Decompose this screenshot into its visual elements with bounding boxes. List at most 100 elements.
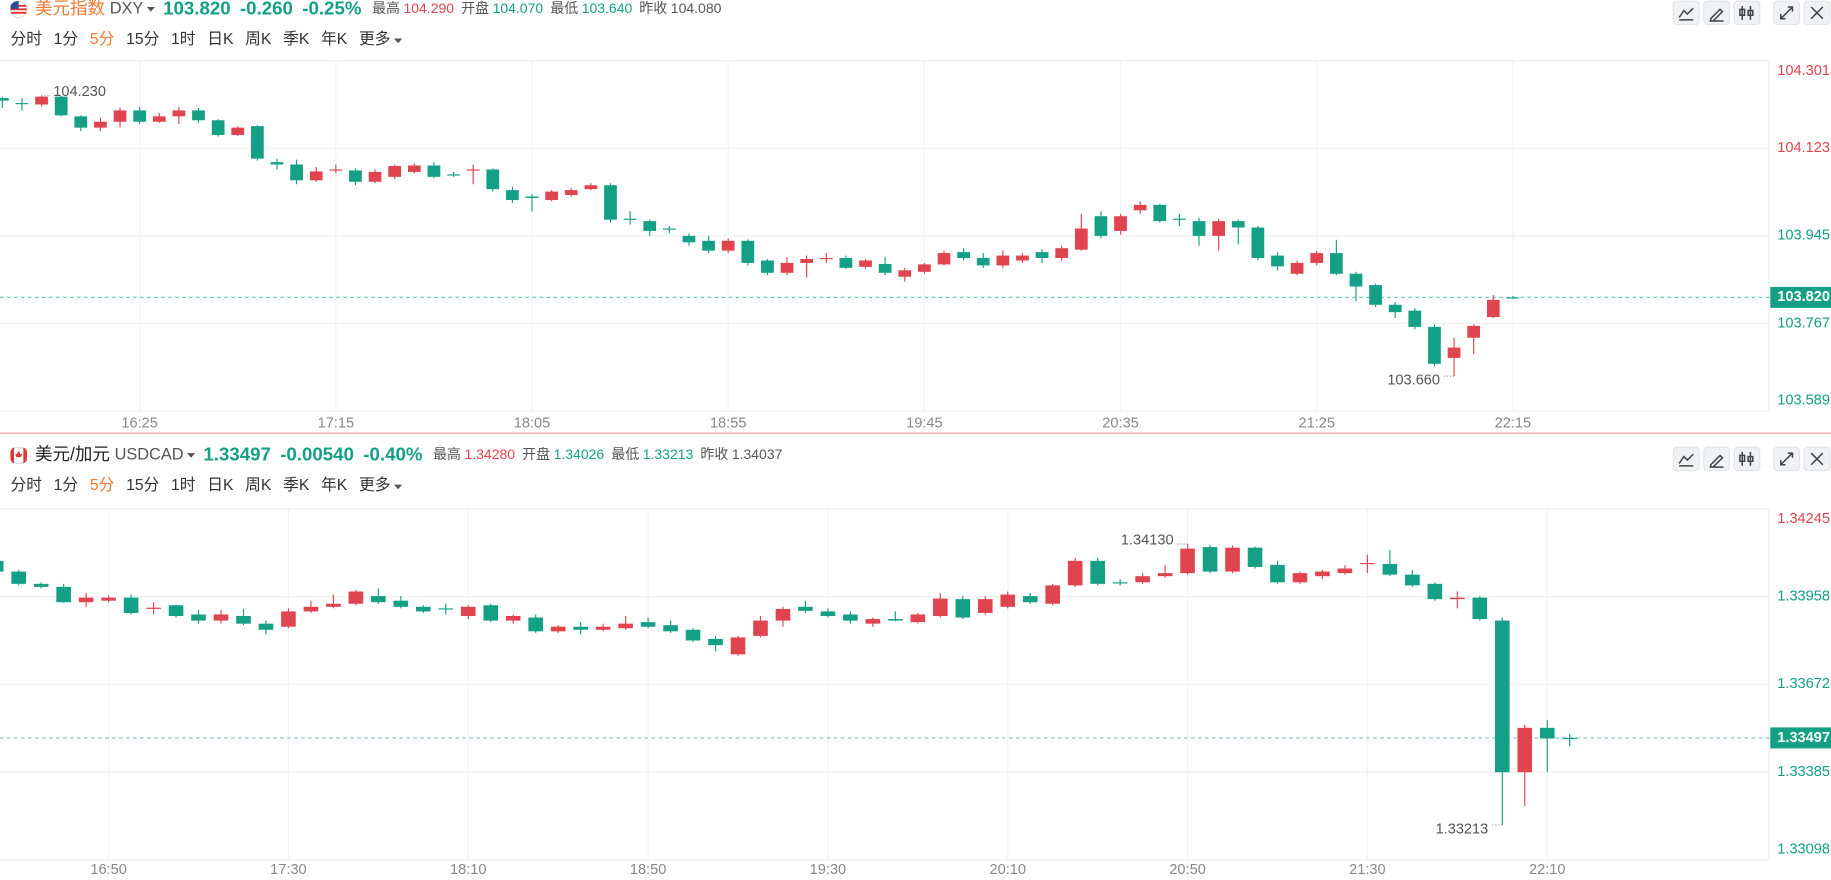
stat-name: 昨收 <box>700 446 728 462</box>
y-tick-label: 103.767 <box>1777 315 1830 331</box>
candle-body <box>303 606 319 612</box>
interval-tab[interactable]: 5分 <box>90 30 115 48</box>
x-tick-label: 16:50 <box>90 862 126 878</box>
interval-tab[interactable]: 更多 <box>359 30 391 48</box>
candle-body <box>595 626 611 630</box>
candle-body <box>33 583 49 587</box>
candle-body <box>1192 221 1206 236</box>
interval-tab[interactable]: 1时 <box>171 476 196 494</box>
candle-body <box>1292 573 1308 583</box>
flag-ca <box>9 446 28 465</box>
candle-body <box>1447 347 1461 358</box>
tool-button-bg <box>1733 0 1761 26</box>
tool-button[interactable] <box>1803 0 1831 26</box>
candle-body <box>937 253 951 265</box>
interval-tab[interactable]: 1分 <box>54 30 79 48</box>
candle-body <box>1094 216 1108 236</box>
tool-button[interactable] <box>1773 446 1801 472</box>
candle-body <box>11 571 26 584</box>
instrument-symbol: DXY <box>110 0 144 18</box>
candle-body <box>483 605 499 621</box>
candle-body <box>545 191 559 200</box>
candle-body <box>1157 573 1173 577</box>
y-tick-label: 1.33385 <box>1777 764 1830 780</box>
tool-icon <box>1678 7 1694 21</box>
candle-body <box>172 110 186 117</box>
tool-icon <box>1810 452 1824 466</box>
instrument-name: 美元/加元 <box>35 444 110 464</box>
tool-icon <box>1709 454 1724 468</box>
interval-tab[interactable]: 日K <box>207 477 234 494</box>
candle-body <box>564 190 578 196</box>
candle-body <box>1388 304 1402 313</box>
candle-body <box>888 619 903 621</box>
interval-tab[interactable]: 日K <box>207 31 234 48</box>
interval-tab[interactable]: 15分 <box>126 30 160 48</box>
x-tick-label: 22:10 <box>1529 862 1565 878</box>
candle-body <box>113 110 127 122</box>
interval-tab[interactable]: 年K <box>321 30 348 48</box>
candle-body <box>682 235 696 243</box>
interval-tab[interactable]: 更多 <box>359 476 391 494</box>
candle-body <box>721 240 735 251</box>
tool-button[interactable] <box>1672 0 1700 26</box>
candle-body <box>74 116 88 128</box>
interval-tab[interactable]: 分时 <box>11 476 43 494</box>
candle-body <box>843 614 858 621</box>
candle-body <box>878 263 892 273</box>
stat-value: 104.290 <box>403 0 454 16</box>
candle-body <box>54 96 68 116</box>
candle-body <box>865 619 881 624</box>
candle-body <box>708 638 723 646</box>
tool-button[interactable] <box>1803 446 1831 472</box>
interval-tab[interactable]: 周K <box>245 477 272 494</box>
interval-tab[interactable]: 年K <box>321 476 348 494</box>
candle-body <box>1337 568 1353 574</box>
candle-body <box>1000 594 1016 607</box>
tool-button[interactable] <box>1703 0 1730 26</box>
y-tick-label: 1.33098 <box>1777 841 1830 857</box>
interval-tab[interactable]: 1时 <box>171 30 196 48</box>
interval-tab[interactable]: 15分 <box>126 476 160 494</box>
candle-body <box>270 162 284 165</box>
candle-body <box>168 605 184 616</box>
candle-body <box>486 169 500 190</box>
interval-tab[interactable]: 5分 <box>90 476 115 494</box>
stat-value: 1.34280 <box>464 446 515 462</box>
x-tick-label: 19:30 <box>810 862 846 878</box>
y-tick-label: 1.33958 <box>1777 589 1830 605</box>
candle-body <box>1074 228 1088 250</box>
x-tick-label: 18:50 <box>630 862 666 878</box>
stat-name: 最高 <box>433 446 461 462</box>
interval-tab[interactable]: 季K <box>283 30 310 48</box>
tool-button[interactable] <box>1672 446 1700 472</box>
extreme-label: 103.660 <box>1387 373 1440 389</box>
candle-body <box>1090 560 1105 584</box>
tool-button[interactable] <box>1773 0 1801 26</box>
candle-body <box>415 606 431 612</box>
candle-body <box>898 270 912 277</box>
candle-body <box>640 622 656 627</box>
interval-tab[interactable]: 季K <box>283 476 310 494</box>
interval-tab[interactable]: 分时 <box>11 30 43 48</box>
candle-body <box>1427 583 1443 600</box>
x-tick-label: 17:15 <box>318 416 354 432</box>
interval-tab[interactable]: 周K <box>245 31 272 48</box>
interval-tab[interactable]: 1分 <box>54 476 79 494</box>
candle-body <box>1360 563 1375 565</box>
candle-body <box>1494 620 1510 773</box>
tool-button[interactable] <box>1733 446 1761 472</box>
candle-body <box>56 586 71 603</box>
tool-icon <box>1810 6 1824 20</box>
tool-button[interactable] <box>1703 446 1730 472</box>
candle-body <box>780 262 794 273</box>
candle-body <box>505 615 521 621</box>
stat-value: 1.34026 <box>554 446 605 462</box>
candle-body <box>1467 325 1481 338</box>
tool-button[interactable] <box>1733 0 1761 26</box>
candle-body <box>1173 218 1186 220</box>
candle-body <box>753 620 768 636</box>
candle-body <box>1225 547 1240 572</box>
candle-body <box>1212 221 1226 236</box>
